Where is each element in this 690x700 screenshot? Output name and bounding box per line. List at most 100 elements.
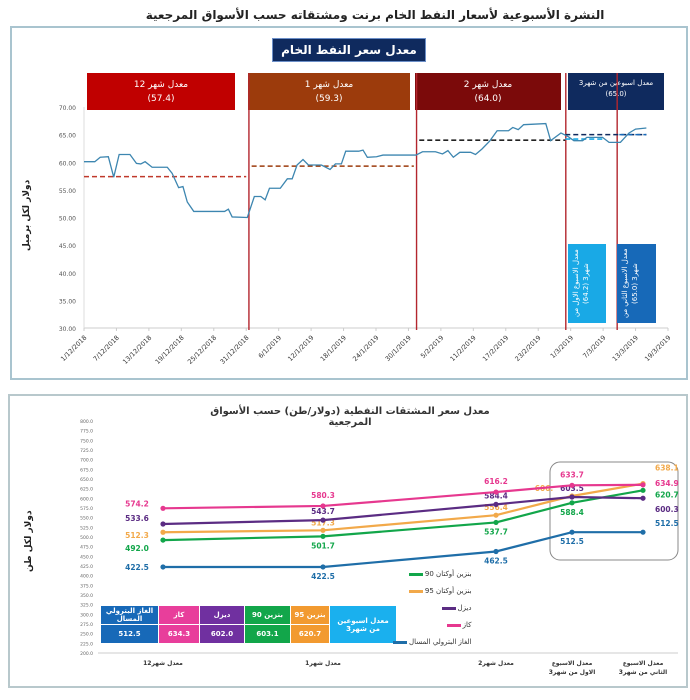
data-label: 588.4 (560, 508, 584, 517)
y-tick-label: 450.0 (80, 554, 93, 560)
period-label: معدل شهر 2 (463, 80, 513, 90)
x-tick-label: 19/3/2019 (643, 334, 672, 363)
y-tick-label: 300.0 (80, 612, 93, 618)
x-tick-label: 13/12/2018 (121, 334, 153, 366)
data-label: 556.4 (484, 503, 508, 512)
table-value-gas90: 603.1 (244, 624, 291, 644)
y-tick-label: 275.0 (80, 622, 93, 628)
y-tick-label: 200.0 (80, 651, 93, 657)
data-point (160, 521, 166, 527)
data-point (569, 500, 575, 506)
page-title: النشرة الأسبوعية لأسعار النفط الخام برنت… (145, 8, 605, 22)
y-tick-label: 500.0 (80, 535, 93, 541)
data-point (493, 519, 499, 526)
x-tick-label: 13/3/2019 (611, 334, 640, 363)
x-tick-label: 6/1/2019 (257, 334, 283, 360)
table-period-cell: معدل اسبوعين من شهر3 (329, 605, 397, 644)
data-point (320, 527, 326, 533)
y-tick-label: 65.00 (59, 133, 76, 140)
period-value: (57.4) (147, 94, 175, 104)
table-header-gas90: بنزين 90 (244, 605, 291, 625)
y-tick-label: 60.00 (59, 160, 76, 167)
y-tick-label: 750.0 (80, 438, 93, 444)
data-label: 603.5 (560, 484, 584, 493)
data-point (569, 482, 575, 488)
x-tick-label: 19/12/2018 (154, 334, 186, 366)
y-tick-label: 675.0 (80, 467, 93, 473)
legend: بنزين أوكتان 90 بنزين أوكتان 95 ديزل كاز الغ… (393, 570, 472, 655)
y-tick-label: 400.0 (80, 574, 93, 580)
x-tick-label: 11/2/2019 (449, 334, 478, 363)
category-label: معدل شهر1 (305, 660, 341, 667)
table-header-diesel: ديزل (199, 605, 245, 625)
y-tick-label: 800.0 (80, 419, 93, 425)
legend-label: الغاز البترولي المسال (409, 638, 472, 646)
y-tick-label: 35.00 (59, 298, 76, 305)
data-label: 634.9 (655, 479, 679, 488)
period-box-feb: معدل شهر 2 (64.0) (415, 73, 561, 110)
y-tick-label: 725.0 (80, 448, 93, 454)
category-label: معدل الاسبوع (623, 660, 664, 667)
data-point (160, 529, 166, 535)
y-tick-label: 775.0 (80, 429, 93, 435)
data-point (569, 529, 575, 535)
data-label: 584.4 (484, 491, 508, 500)
data-label: 537.7 (484, 527, 508, 536)
y-tick-label: 350.0 (80, 593, 93, 599)
data-label: 533.6 (125, 514, 149, 523)
y-tick-label: 375.0 (80, 583, 93, 589)
data-point (640, 529, 646, 535)
week1-box: معدل الاسبوع الاول من شهر3 (64.2) (568, 244, 606, 323)
y-tick-label: 650.0 (80, 477, 93, 483)
data-label: 501.7 (311, 541, 335, 550)
legend-label: بنزين أوكتان 95 (424, 587, 472, 595)
y-tick-label: 550.0 (80, 516, 93, 522)
table-value-diesel: 602.0 (199, 624, 245, 644)
legend-item: ديزل (393, 604, 472, 612)
x-tick-label: 23/2/2019 (513, 334, 542, 363)
period-box-dec: معدل شهر 12 (57.4) (87, 73, 235, 110)
data-point (493, 548, 499, 555)
x-tick-label: 1/3/2019 (549, 334, 575, 360)
x-tick-label: 7/12/2018 (92, 334, 121, 363)
period-box-mar: معدل اسبوعين من شهر3 (65.0) (568, 73, 664, 110)
data-point (160, 505, 166, 511)
data-point (493, 489, 499, 495)
brent-line-chart: 30.00 35.00 40.00 45.00 50.00 55.00 60.00 65.00… (59, 73, 672, 366)
y-tick-label: 525.0 (80, 525, 93, 531)
y-tick-label: 45.00 (59, 243, 76, 250)
y-tick-label: 625.0 (80, 487, 93, 493)
data-point (640, 482, 646, 488)
derivatives-chart-title: معدل سعر المشتقات النفطية (دولار/طن) حسب… (210, 406, 490, 428)
summary-table: الغاز البترولي المسال كاز ديزل بنزين 90 … (100, 605, 397, 644)
legend-swatch-icon (393, 640, 407, 644)
y-tick-label: 425.0 (80, 564, 93, 570)
data-point (569, 494, 575, 500)
data-label: 638.1 (655, 464, 679, 473)
y-tick-label: 225.0 (80, 641, 93, 647)
table-value-kerosene: 634.3 (158, 624, 200, 644)
data-label: 512.5 (560, 537, 584, 546)
table-header-lpg: الغاز البترولي المسال (100, 605, 159, 625)
y-tick-label: 30.00 (59, 326, 76, 333)
y-tick-label: 55.00 (59, 188, 76, 195)
data-label: 517.3 (311, 518, 335, 527)
highlight-box (549, 461, 679, 561)
period-value: (65.0) (605, 90, 627, 98)
category-label: الاول من شهر3 (549, 669, 596, 676)
legend-swatch-icon (446, 623, 461, 627)
period-label: معدل شهر 12 (133, 80, 189, 90)
data-point (320, 517, 326, 523)
data-label: 543.7 (311, 507, 335, 516)
y-tick-label: 600.0 (80, 496, 93, 502)
data-label: 512.3 (125, 531, 149, 540)
category-label: معدل شهر12 (143, 660, 183, 667)
legend-label: ديزل (457, 604, 472, 612)
table-header-kerosene: كاز (158, 605, 200, 625)
legend-item: بنزين أوكتان 95 (393, 587, 472, 595)
week2-box: معدل الاسبوع الثاني من شهر3 (65.0) (617, 244, 656, 323)
legend-item: كاز (393, 621, 472, 629)
data-point (493, 501, 499, 507)
period-value: (59.3) (315, 94, 343, 104)
table-value-lpg: 512.5 (100, 624, 159, 644)
